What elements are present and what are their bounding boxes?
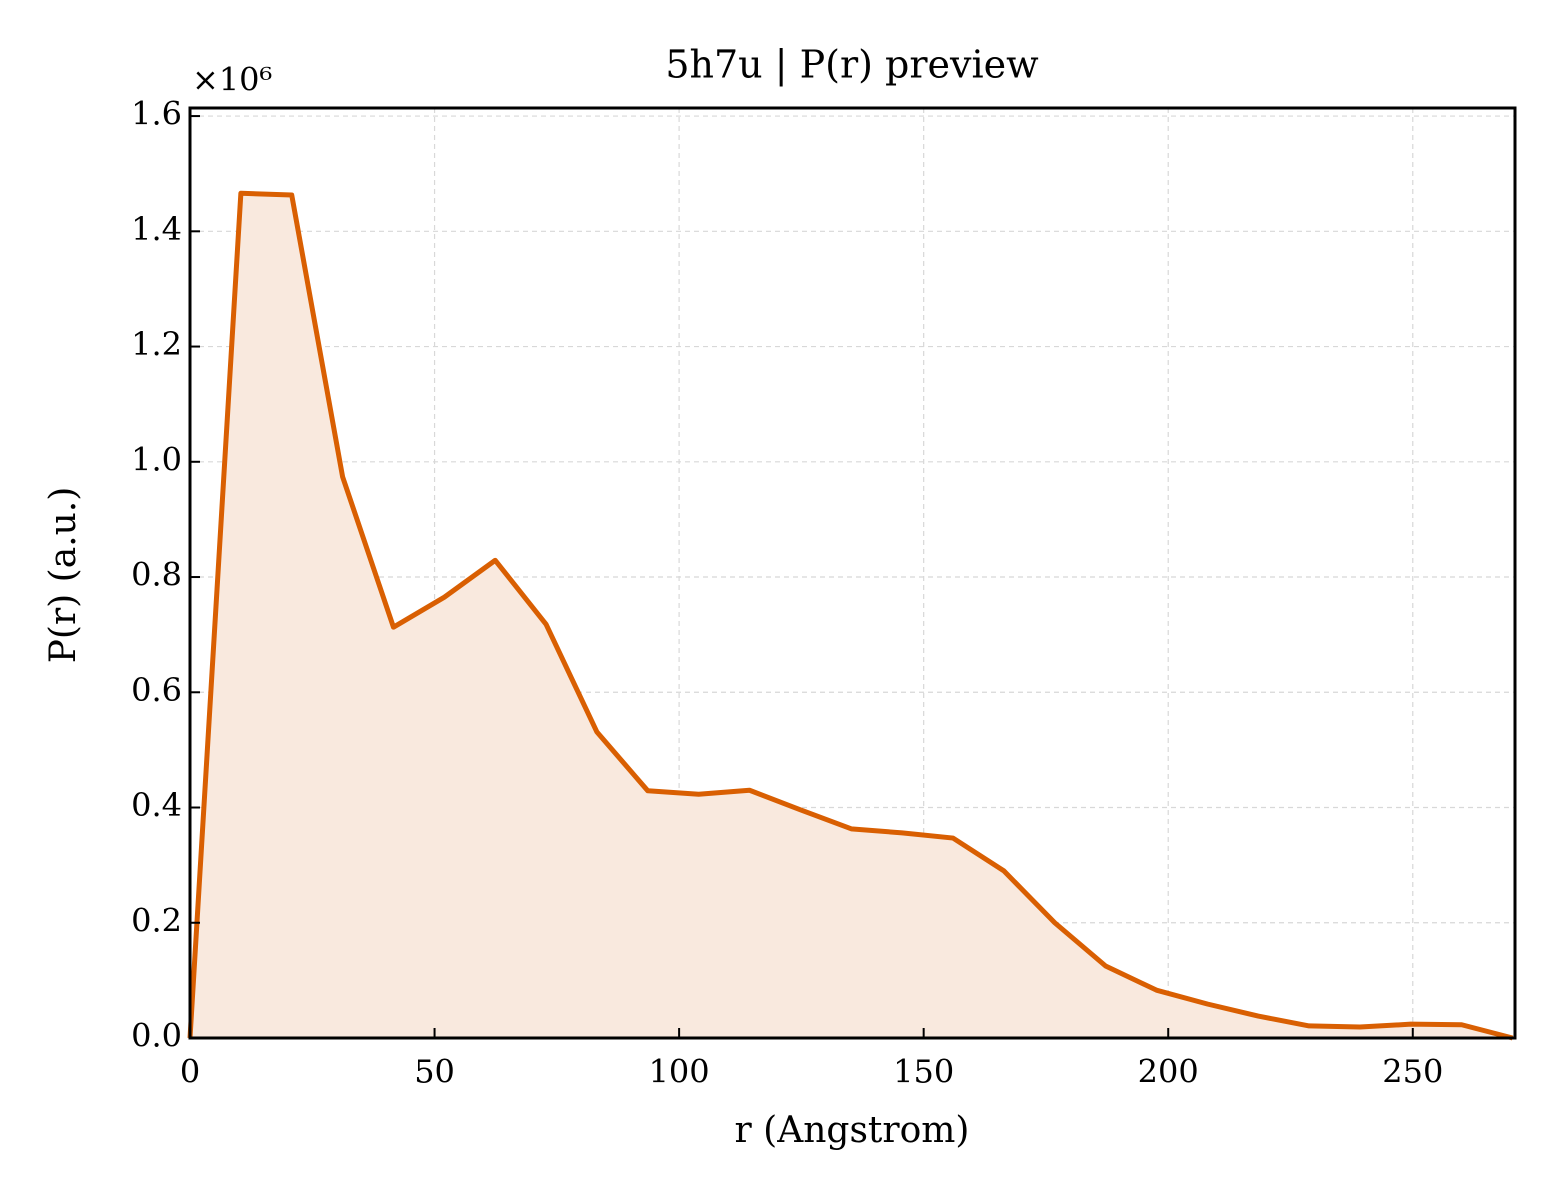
x-tick-label: 50 xyxy=(414,1053,455,1091)
ticks: 0 50 100 150 200 250 0.0 0.2 0.4 0.6 0.8 1.0 1.2 1.4 1… xyxy=(131,95,1443,1091)
y-tick-label: 0.4 xyxy=(131,786,182,824)
y-tick-label: 0.8 xyxy=(131,556,182,594)
y-tick-label: 0.6 xyxy=(131,671,182,709)
x-axis-label: r (Angstrom) xyxy=(735,1110,970,1151)
x-tick-label: 250 xyxy=(1382,1053,1443,1091)
y-axis-label: P(r) (a.u.) xyxy=(43,487,84,664)
x-tick-label: 150 xyxy=(893,1053,954,1091)
y-offset-label: ×10⁶ xyxy=(192,61,272,99)
y-tick-label: 0.2 xyxy=(131,901,182,939)
area xyxy=(190,193,1513,1038)
y-tick-label: 1.2 xyxy=(131,325,182,363)
x-tick-label: 100 xyxy=(649,1053,710,1091)
x-tick-label: 200 xyxy=(1138,1053,1199,1091)
x-tick-label: 0 xyxy=(180,1053,200,1091)
plot-area xyxy=(187,190,1514,1041)
line xyxy=(187,190,1514,1041)
y-tick-label: 1.6 xyxy=(131,95,182,133)
y-tick-label: 1.4 xyxy=(131,210,182,248)
chart-title: 5h7u | P(r) preview xyxy=(665,43,1039,87)
y-tick-label: 1.0 xyxy=(131,440,182,478)
axes-frame xyxy=(188,106,1517,1040)
y-tick-label: 0.0 xyxy=(131,1017,182,1055)
